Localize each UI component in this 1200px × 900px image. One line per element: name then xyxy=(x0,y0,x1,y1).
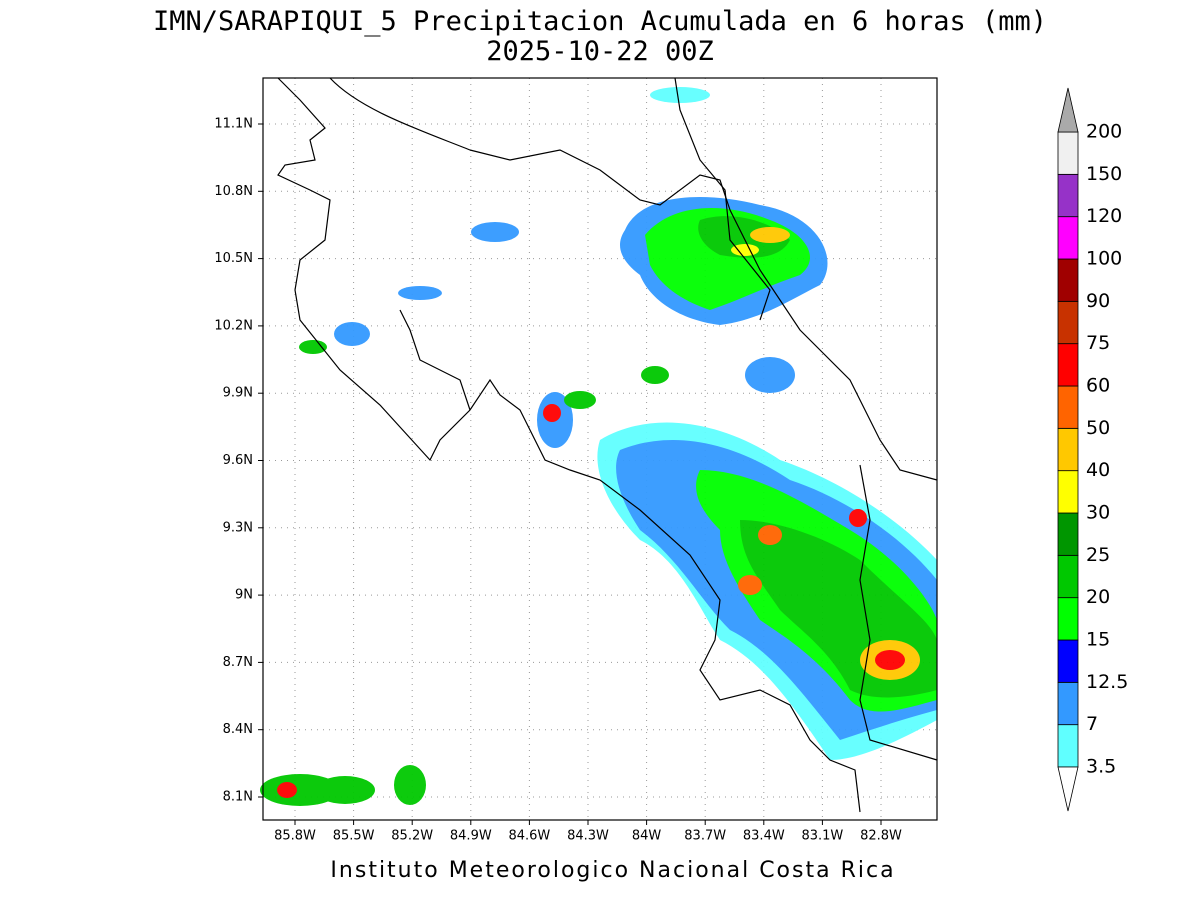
colorbar-label: 50 xyxy=(1086,417,1110,439)
lon-label: 85.5W xyxy=(333,829,375,844)
lat-label: 8.1N xyxy=(223,790,253,805)
lat-label: 11.1N xyxy=(214,117,253,132)
lon-label: 83.1W xyxy=(801,829,843,844)
border xyxy=(674,77,771,321)
colorbar-segment xyxy=(1057,512,1079,556)
colorbar-segment xyxy=(1057,300,1079,345)
colorbar-segment xyxy=(1057,681,1079,726)
colorbar-segment xyxy=(1057,385,1079,429)
colorbar-segment xyxy=(1057,131,1079,175)
colorbar-segment xyxy=(1057,216,1079,260)
colorbar-segment xyxy=(1057,597,1079,641)
lat-label: 10.8N xyxy=(214,184,253,199)
rain-area xyxy=(849,509,867,527)
rain-area xyxy=(745,357,795,393)
colorbar-label: 100 xyxy=(1086,248,1122,270)
colorbar-label: 150 xyxy=(1086,163,1122,185)
precipitation xyxy=(260,87,937,806)
colorbar-segment xyxy=(1057,173,1079,218)
colorbar-label: 30 xyxy=(1086,502,1110,524)
border xyxy=(859,464,938,761)
rain-area xyxy=(394,765,426,805)
title: IMN/SARAPIQUI_5 Precipitacion Acumulada … xyxy=(153,6,1047,37)
colorbar-label: 60 xyxy=(1086,375,1110,397)
lat-label: 9.3N xyxy=(223,520,253,535)
map: 85.8W 85.5W 85.2W 84.9W 84.6W 84.3W 84W 83.7W 83… xyxy=(214,77,938,844)
colorbar-over xyxy=(1057,87,1079,133)
lon-label: 84.6W xyxy=(508,829,550,844)
colorbar-segment xyxy=(1057,470,1079,514)
colorbar-segment xyxy=(1057,554,1079,599)
coastline xyxy=(277,77,861,813)
rain-area xyxy=(334,322,370,346)
rain-area xyxy=(650,87,710,103)
colorbar: 3.5 7 12.5 15 20 25 30 40 50 60 75 90 100 120 150 200 xyxy=(1057,87,1128,812)
rain-area xyxy=(315,776,375,804)
lon-label: 82.8W xyxy=(860,829,902,844)
rain-area xyxy=(277,782,297,798)
lat-label: 8.4N xyxy=(223,722,253,737)
rain-area xyxy=(260,774,340,806)
lat-label: 10.2N xyxy=(214,318,253,333)
axis-labels: 85.8W 85.5W 85.2W 84.9W 84.6W 84.3W 84W 83.7W 83… xyxy=(214,117,902,844)
map-frame xyxy=(262,77,938,821)
rain-area xyxy=(299,340,327,354)
rain-area xyxy=(875,650,905,670)
colorbar-segment xyxy=(1057,343,1079,387)
colorbar-segment xyxy=(1057,427,1079,472)
rain-area xyxy=(750,227,790,243)
colorbar-label: 200 xyxy=(1086,121,1122,143)
rain-area xyxy=(543,404,561,422)
lon-label: 83.4W xyxy=(743,829,785,844)
colorbar-label: 12.5 xyxy=(1086,671,1128,693)
colorbar-label: 3.5 xyxy=(1086,756,1116,778)
lon-label: 85.2W xyxy=(391,829,433,844)
coastline xyxy=(399,309,471,411)
lon-label: 84W xyxy=(632,829,662,844)
rain-area xyxy=(758,525,782,545)
rain-area xyxy=(738,575,762,595)
colorbar-label: 7 xyxy=(1086,713,1098,735)
rain-area xyxy=(398,286,442,300)
colorbar-label: 75 xyxy=(1086,332,1110,354)
colorbar-under xyxy=(1057,766,1079,812)
colorbar-label: 15 xyxy=(1086,629,1110,651)
colorbar-label: 40 xyxy=(1086,459,1110,481)
lat-label: 9.9N xyxy=(223,386,253,401)
lon-label: 83.7W xyxy=(684,829,726,844)
coastline xyxy=(329,77,938,481)
rain-area xyxy=(471,222,519,242)
subtitle: 2025-10-22 00Z xyxy=(486,36,714,67)
colorbar-label: 20 xyxy=(1086,586,1110,608)
coastlines xyxy=(277,77,938,813)
colorbar-segment xyxy=(1057,258,1079,302)
rain-area xyxy=(564,391,596,409)
colorbar-segment xyxy=(1057,639,1079,683)
lon-label: 85.8W xyxy=(274,829,316,844)
rain-area xyxy=(641,366,669,384)
lat-label: 9N xyxy=(235,588,253,603)
lat-label: 8.7N xyxy=(223,655,253,670)
lon-label: 84.3W xyxy=(567,829,609,844)
lon-label: 84.9W xyxy=(450,829,492,844)
colorbar-label: 25 xyxy=(1086,544,1110,566)
footer: Instituto Meteorologico Nacional Costa R… xyxy=(330,858,895,883)
colorbar-label: 90 xyxy=(1086,290,1110,312)
lat-label: 10.5N xyxy=(214,251,253,266)
colorbar-segment xyxy=(1057,724,1079,768)
colorbar-label: 120 xyxy=(1086,205,1122,227)
lat-label: 9.6N xyxy=(223,453,253,468)
